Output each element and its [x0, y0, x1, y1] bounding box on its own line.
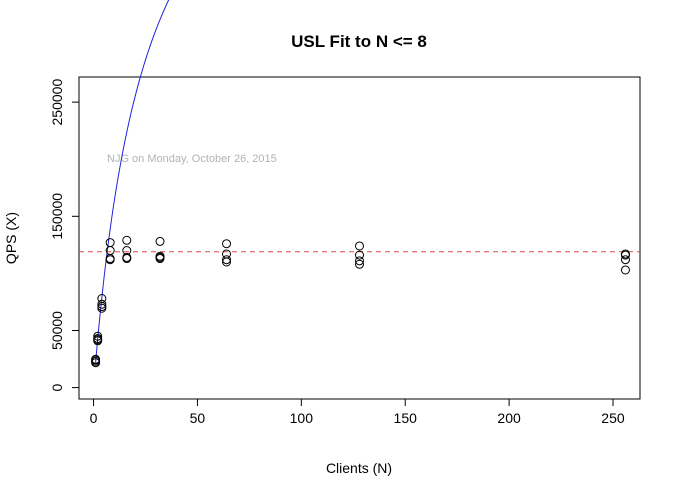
data-point: [97, 299, 107, 309]
plot-frame: [78, 76, 641, 400]
x-tick-label: 50: [190, 410, 206, 426]
data-point: [155, 236, 165, 246]
x-axis-label: Clients (N): [326, 460, 392, 476]
data-point: [620, 255, 630, 265]
x-tick-label: 100: [290, 410, 314, 426]
data-point: [222, 239, 232, 249]
y-tick-label: 0: [49, 383, 65, 391]
data-point: [155, 251, 165, 261]
y-tick-label: 50000: [49, 311, 65, 350]
x-tick-label: 150: [394, 410, 418, 426]
data-point: [122, 235, 132, 245]
data-point: [105, 238, 115, 248]
chart-title: USL Fit to N <= 8: [291, 32, 427, 51]
fit-curve-group: [95, 0, 170, 363]
data-point: [355, 250, 364, 260]
data-point: [93, 331, 103, 341]
y-axis-label: QPS (X): [3, 212, 19, 264]
data-points: [91, 235, 630, 368]
y-axis: 0 50000 150000 250000: [49, 79, 80, 391]
data-point: [355, 241, 364, 251]
data-point: [222, 249, 232, 259]
x-axis: 0 50 100 150 200 250: [90, 398, 625, 426]
data-point: [355, 256, 364, 266]
data-point: [222, 255, 232, 265]
data-point: [620, 249, 630, 259]
date-annotation: NJG on Monday, October 26, 2015: [107, 153, 277, 165]
data-point: [122, 246, 132, 256]
data-point: [97, 294, 107, 304]
y-tick-label: 150000: [49, 193, 65, 240]
data-point: [620, 265, 630, 275]
x-tick-label: 200: [497, 410, 521, 426]
x-tick-label: 250: [601, 410, 625, 426]
y-tick-label: 250000: [49, 79, 65, 126]
data-point: [93, 333, 103, 343]
data-point: [355, 259, 364, 269]
x-tick-label: 0: [90, 410, 98, 426]
data-point: [122, 252, 132, 262]
data-point: [91, 354, 101, 364]
usl-fit-curve: [95, 0, 170, 363]
